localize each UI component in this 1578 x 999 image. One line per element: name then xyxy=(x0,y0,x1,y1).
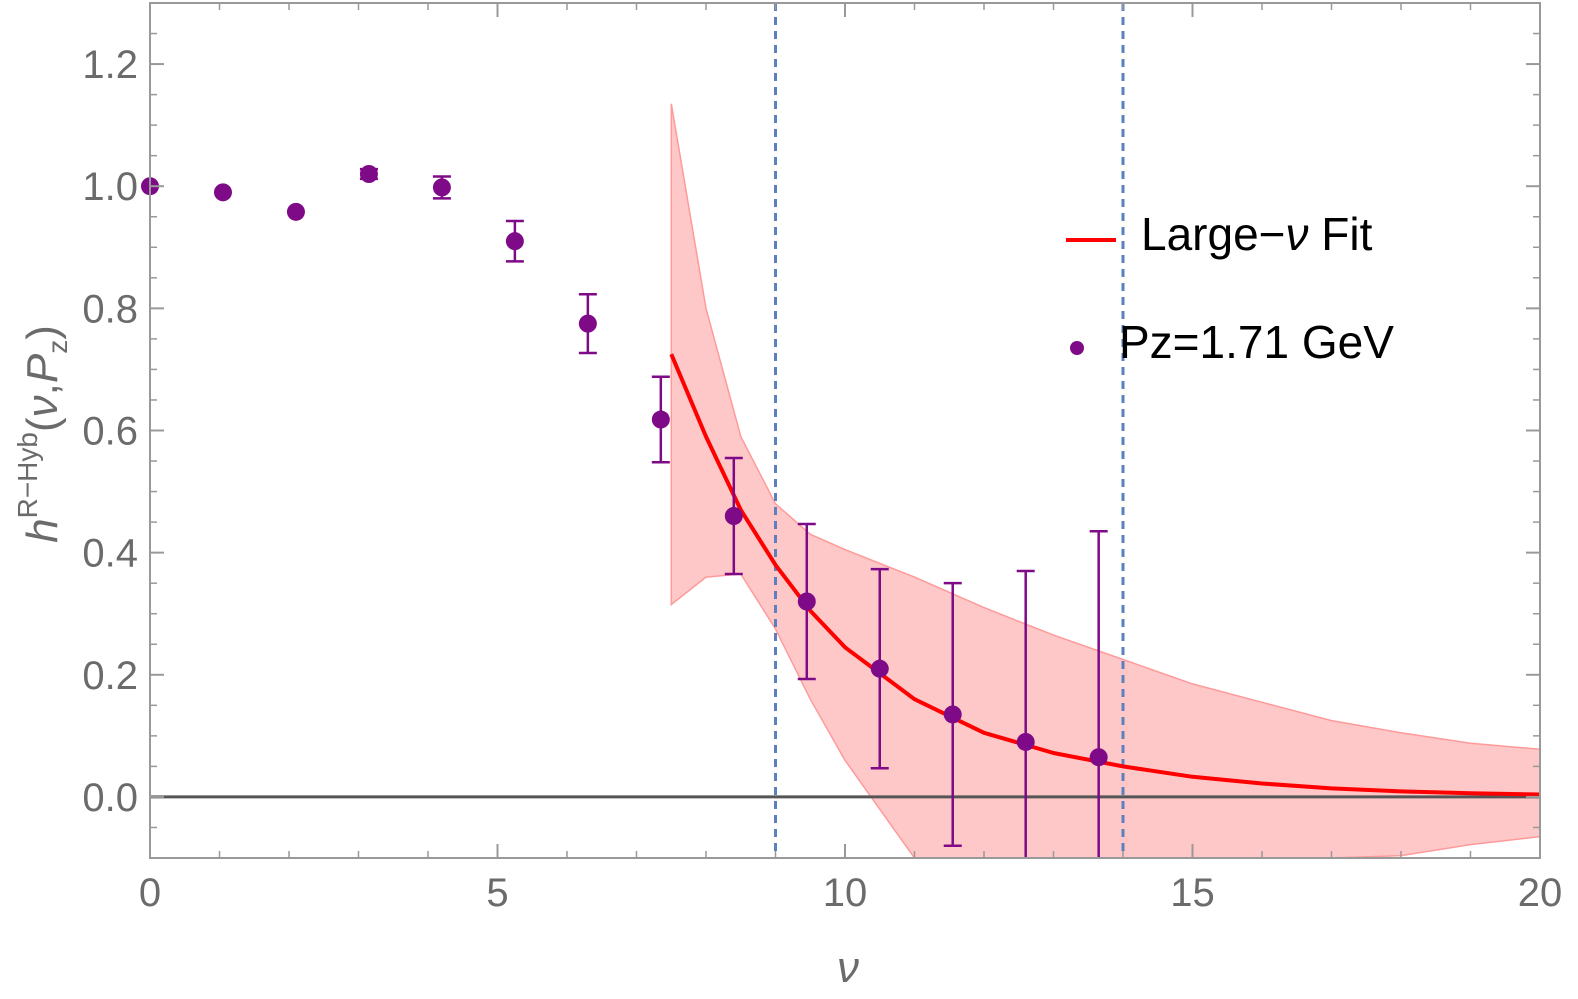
legend: Large−ν Fit Pz=1.71 GeV xyxy=(1066,208,1394,368)
y-tick-label: 1.0 xyxy=(82,165,138,209)
x-tick-label: 5 xyxy=(486,871,508,915)
y-axis-title-arg1: ν xyxy=(18,395,67,417)
y-tick-label: 0.2 xyxy=(82,654,138,698)
y-tick-label: 0.8 xyxy=(82,287,138,331)
x-tick-label: 10 xyxy=(823,871,868,915)
x-tick-label: 20 xyxy=(1518,871,1563,915)
legend-fit-label-var: ν xyxy=(1286,208,1309,260)
data-point xyxy=(286,202,305,221)
legend-fit-label-main: Large− xyxy=(1141,208,1286,260)
legend-fit-label: Large−ν Fit xyxy=(1141,208,1373,260)
y-tick-label: 0.6 xyxy=(82,410,138,454)
data-point xyxy=(432,178,451,197)
data-point xyxy=(505,232,524,251)
x-tick-label: 0 xyxy=(139,871,161,915)
y-axis-title-close: ) xyxy=(18,325,67,340)
y-axis-title-comma: , xyxy=(18,383,67,395)
y-tick-label: 0.0 xyxy=(82,776,138,820)
data-point xyxy=(943,705,962,724)
data-point xyxy=(1016,732,1035,751)
legend-data-label: Pz=1.71 GeV xyxy=(1119,316,1394,368)
y-axis-title: hR−Hyb(ν,Pz) xyxy=(12,325,73,543)
data-point xyxy=(213,183,232,202)
data-point xyxy=(724,507,743,525)
y-axis-title-open: ( xyxy=(18,417,67,432)
data-point xyxy=(870,659,889,678)
legend-data-swatch xyxy=(1070,341,1084,355)
data-point xyxy=(651,410,670,429)
legend-fit-label-tail: Fit xyxy=(1309,208,1373,260)
data-point xyxy=(578,314,597,333)
y-axis-title-arg2-sub: z xyxy=(42,340,73,354)
data-point xyxy=(797,592,816,611)
y-axis-title-arg2: P xyxy=(18,353,67,383)
x-axis-title: ν xyxy=(837,943,859,992)
y-tick-label: 0.4 xyxy=(82,532,138,576)
data-point xyxy=(359,165,378,183)
y-axis-title-base: h xyxy=(18,518,67,542)
data-point xyxy=(1089,748,1108,767)
x-tick-label: 15 xyxy=(1170,871,1215,915)
y-axis-title-superscript: R−Hyb xyxy=(12,432,43,518)
y-tick-label: 1.2 xyxy=(82,43,138,87)
